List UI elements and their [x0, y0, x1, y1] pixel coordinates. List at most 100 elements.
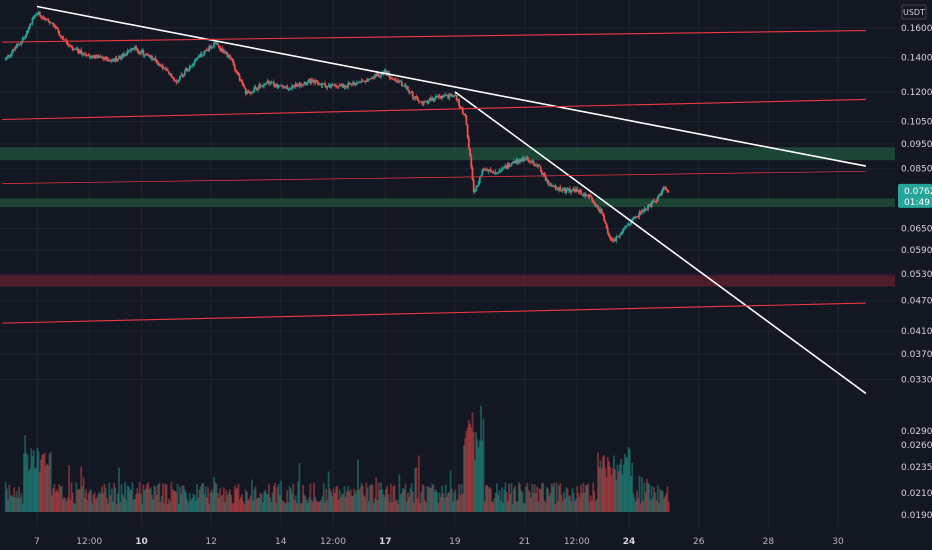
volume-bar	[274, 482, 276, 512]
candle	[7, 54, 9, 59]
volume-bar	[416, 498, 419, 512]
volume-bar	[270, 501, 273, 512]
x-tick-label: 12	[205, 537, 216, 547]
volume-bar	[570, 501, 573, 512]
volume-bar	[392, 486, 395, 512]
x-tick-label: 10	[135, 537, 148, 547]
candle	[372, 75, 375, 80]
candle	[452, 95, 454, 98]
time-axis[interactable]: 7 12:00 10 12 14 12:00 17 19 21 12:00 24 26 28 30	[34, 537, 844, 547]
volume-bar	[225, 489, 228, 512]
volume-bar	[286, 490, 289, 512]
candle	[335, 82, 337, 89]
volume-bar	[532, 492, 535, 512]
volume-bar	[478, 440, 481, 512]
volume-bar	[648, 484, 651, 512]
candle	[26, 29, 29, 35]
volume-bar	[486, 485, 489, 512]
volume-bar	[37, 451, 40, 512]
volume-bar	[519, 484, 521, 512]
candle	[27, 26, 30, 33]
candle	[80, 47, 83, 56]
volume-bar	[244, 489, 247, 512]
volume-bar	[166, 503, 169, 512]
volume-bar	[343, 486, 346, 512]
volume-bar	[528, 492, 531, 512]
volume-bar	[639, 503, 642, 512]
candle	[229, 53, 231, 61]
candle	[318, 81, 320, 86]
volume-bar	[237, 483, 240, 512]
candle	[465, 114, 468, 126]
volume-bar	[498, 490, 501, 512]
candle	[654, 200, 657, 203]
volume-bar	[236, 487, 239, 512]
candle	[449, 93, 452, 97]
volume-bar	[118, 467, 120, 512]
candle	[520, 157, 523, 163]
candle	[110, 58, 113, 64]
volume-bar	[219, 488, 222, 512]
candle	[226, 51, 229, 59]
candle	[413, 96, 415, 101]
candle	[367, 78, 370, 82]
volume-bar	[25, 452, 28, 512]
volume-bar	[616, 464, 619, 512]
volume-bar	[397, 503, 400, 512]
volume-bar	[143, 490, 146, 512]
volume-bar	[271, 492, 274, 512]
candle	[283, 85, 286, 89]
volume-bar	[446, 496, 448, 512]
volume-bar	[513, 488, 515, 512]
volume-bar	[291, 493, 294, 512]
candle	[385, 68, 387, 73]
volume-bar	[531, 484, 534, 512]
candle	[573, 186, 576, 194]
candle	[436, 95, 439, 98]
candle	[132, 47, 135, 51]
volume-bar	[299, 503, 302, 512]
candle	[249, 91, 252, 96]
volume-bar	[563, 491, 565, 512]
volume-bar	[221, 494, 224, 512]
volume-bar	[165, 484, 168, 512]
volume-bar	[561, 500, 564, 512]
zones	[0, 147, 895, 287]
candle	[599, 207, 602, 214]
volume-bar	[504, 482, 507, 512]
candle	[261, 83, 264, 89]
candle	[443, 94, 446, 98]
candle	[131, 48, 134, 51]
volume-bar	[26, 454, 29, 512]
volume-bar	[409, 488, 412, 512]
volume-bar	[464, 438, 467, 512]
candle	[176, 80, 179, 83]
volume-bar	[196, 484, 198, 512]
volume-bar	[370, 484, 373, 512]
candle	[141, 47, 144, 53]
candle	[299, 82, 302, 88]
candle	[236, 70, 239, 75]
volume-bar	[651, 498, 654, 512]
volume-bar	[294, 495, 297, 512]
volume-bar	[88, 490, 91, 512]
volume-bar	[179, 486, 181, 512]
volume-bar	[525, 486, 528, 512]
volume-bar	[353, 488, 356, 512]
candle	[165, 67, 168, 72]
currency-badge[interactable]: USDT	[901, 4, 927, 20]
volume-bar	[359, 487, 362, 512]
volume-bar	[31, 456, 34, 512]
volume-bar	[154, 486, 157, 512]
candle	[38, 11, 41, 17]
volume-bar	[264, 489, 267, 512]
candle	[541, 169, 543, 176]
volume-bar	[621, 474, 624, 512]
volume-bar	[580, 484, 582, 512]
candle	[96, 54, 98, 59]
volume-bar	[459, 495, 462, 512]
candle	[608, 232, 610, 238]
